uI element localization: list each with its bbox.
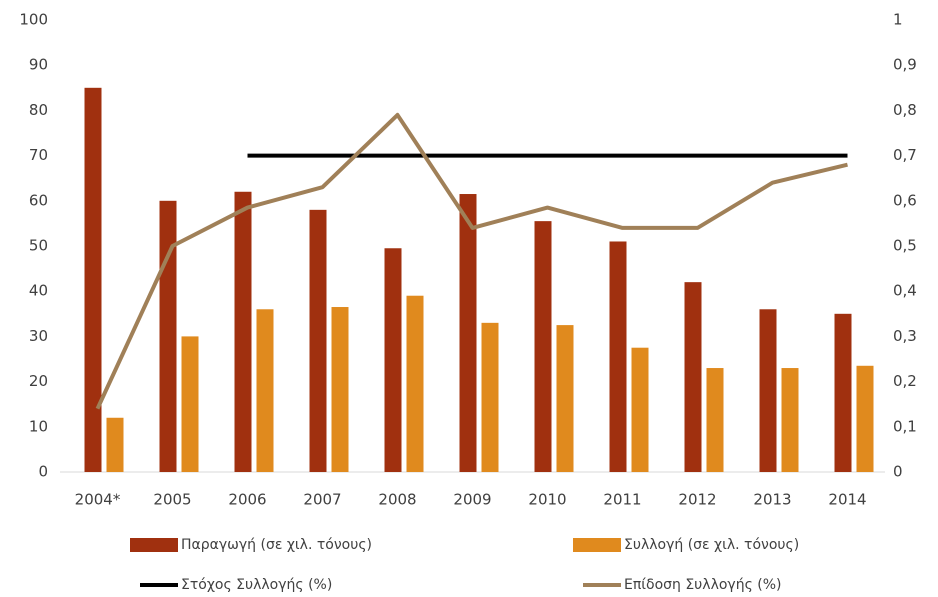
line [95, 112, 848, 410]
y2-tick-label: 0 [893, 463, 903, 481]
x-tick-label: 2006 [228, 491, 266, 509]
legend-label: Παραγωγή (σε χιλ. τόνους) [181, 537, 372, 553]
bar [534, 221, 552, 472]
bar [106, 417, 124, 472]
legend-label: Στόχος Συλλογής (%) [181, 577, 332, 593]
legend-swatch [573, 538, 621, 552]
bar [459, 194, 477, 472]
bar [406, 295, 424, 472]
legend-label: Συλλογή (σε χιλ. τόνους) [624, 537, 799, 553]
y-tick-label: 10 [29, 417, 48, 435]
bar [684, 282, 702, 472]
x-tick-label: 2008 [378, 491, 416, 509]
x-tick-label: 2004* [75, 491, 121, 509]
y2-tick-label: 0,1 [893, 417, 917, 435]
y-tick-label: 40 [29, 282, 48, 300]
x-tick-label: 2009 [453, 491, 491, 509]
y-tick-label: 20 [29, 372, 48, 390]
bar [834, 313, 852, 472]
x-tick-label: 2011 [603, 491, 641, 509]
x-tick-label: 2007 [303, 491, 341, 509]
y2-tick-label: 0,9 [893, 56, 917, 74]
bar [331, 307, 349, 472]
x-tick-label: 2013 [753, 491, 791, 509]
y2-tick-label: 0,5 [893, 237, 917, 255]
bar [706, 368, 724, 472]
bar [781, 368, 799, 472]
y-tick-label: 70 [29, 146, 48, 164]
x-tick-label: 2012 [678, 491, 716, 509]
y-tick-label: 30 [29, 327, 48, 345]
y2-tick-label: 0,6 [893, 191, 917, 209]
bar [759, 309, 777, 472]
y2-tick-label: 0,7 [893, 146, 917, 164]
bar [631, 347, 649, 472]
y2-tick-label: 0,4 [893, 282, 917, 300]
y2-tick-label: 0,2 [893, 372, 917, 390]
y-tick-label: 100 [19, 11, 48, 29]
legend-label: Επίδοση Συλλογής (%) [624, 577, 781, 593]
x-tick-label: 2014 [828, 491, 866, 509]
y2-tick-label: 0,8 [893, 101, 917, 119]
y-tick-label: 60 [29, 191, 48, 209]
y2-tick-label: 1 [893, 11, 903, 29]
bar [84, 87, 102, 473]
bar [309, 209, 327, 472]
bar [384, 248, 402, 472]
bar [556, 325, 574, 472]
y-tick-label: 50 [29, 237, 48, 255]
bar [856, 365, 874, 472]
legend-swatch [130, 538, 178, 552]
bar [181, 336, 199, 472]
y-tick-label: 80 [29, 101, 48, 119]
y-tick-label: 90 [29, 56, 48, 74]
bar [256, 309, 274, 472]
x-tick-label: 2005 [153, 491, 191, 509]
y-tick-label: 0 [38, 463, 48, 481]
y2-tick-label: 0,3 [893, 327, 917, 345]
bar [159, 200, 177, 473]
x-tick-label: 2010 [528, 491, 566, 509]
bar [609, 241, 627, 472]
bar [481, 322, 499, 472]
bar [234, 191, 252, 472]
